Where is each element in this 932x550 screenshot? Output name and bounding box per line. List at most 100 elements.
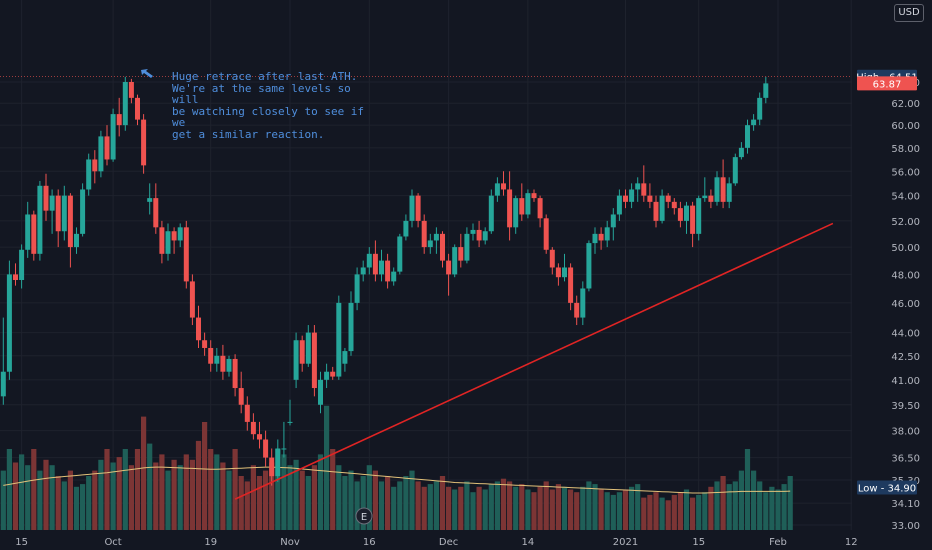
candle <box>330 366 336 380</box>
candle-body <box>13 274 18 280</box>
candle <box>311 325 317 397</box>
volume-bar <box>104 449 110 530</box>
volume-bar <box>513 486 519 530</box>
candle <box>421 214 427 254</box>
candle <box>391 267 397 286</box>
candle <box>318 371 323 414</box>
low-price-label: Low - 34.90 <box>858 484 916 495</box>
volume-bar <box>763 492 769 530</box>
candle <box>250 413 256 440</box>
volume-bar <box>409 470 415 530</box>
candle-body <box>183 227 189 282</box>
volume-bar <box>226 470 232 530</box>
candle <box>202 332 208 356</box>
candle-body <box>659 195 665 221</box>
volume-bar <box>317 454 324 530</box>
candle-body <box>635 183 641 190</box>
volume-bar <box>653 492 659 530</box>
candle-body <box>702 195 708 199</box>
candle-body <box>494 183 500 196</box>
volume-bar <box>287 465 293 530</box>
candle-body <box>555 267 561 278</box>
candle <box>220 344 226 380</box>
candle <box>580 281 586 326</box>
candle <box>598 227 604 250</box>
volume-bar <box>92 470 98 530</box>
volume-bar <box>189 459 195 530</box>
candle-body <box>360 267 366 275</box>
price-tick-label: 54.00 <box>891 192 920 203</box>
candle-body <box>507 189 513 228</box>
volume-bar <box>775 489 781 530</box>
candle <box>141 114 147 174</box>
candle-body <box>549 249 555 268</box>
currency-button[interactable]: USD <box>894 4 924 22</box>
volume-bar <box>641 497 647 530</box>
candle-body <box>415 195 421 221</box>
candle <box>196 305 201 348</box>
annotation-text: Huge retrace after last ATH. We're at th… <box>172 70 365 141</box>
candle <box>641 165 647 202</box>
volume-bar <box>561 486 568 530</box>
candle-body <box>409 195 415 221</box>
candle <box>299 335 305 372</box>
volume-bar <box>281 454 287 530</box>
volume-bar <box>543 481 549 530</box>
candle-body <box>6 274 12 372</box>
volume-bar <box>470 492 476 530</box>
price-tick-label: 50.00 <box>891 243 920 254</box>
candle <box>501 171 506 196</box>
candle-body <box>757 97 763 120</box>
candle <box>659 189 665 224</box>
candle <box>677 201 683 228</box>
price-tick-label: 56.00 <box>891 167 920 178</box>
candle <box>745 119 750 154</box>
candle <box>616 189 622 221</box>
candle-body <box>488 195 494 232</box>
candle <box>80 183 86 237</box>
time-axis[interactable]: 15 Oct 19 Nov 16 Dec 14 2021 15 Feb 12 <box>15 537 857 548</box>
volume-bar <box>378 481 385 530</box>
candle <box>49 189 55 234</box>
candle <box>433 227 439 254</box>
candle <box>476 220 482 248</box>
price-axis[interactable]: 64.0062.0060.0058.0056.0054.0052.0050.00… <box>891 78 920 532</box>
candle-body <box>427 240 433 248</box>
candle <box>342 347 348 372</box>
last-price-label: 63.87 <box>873 79 902 90</box>
price-tick-label: 48.00 <box>891 270 920 281</box>
candle-body <box>751 119 757 126</box>
volume-bar <box>12 462 19 530</box>
volume-bar <box>537 486 543 530</box>
candle-body <box>763 83 769 98</box>
volume-bar <box>580 486 586 530</box>
candle-body <box>690 205 696 234</box>
candle-body <box>31 214 37 254</box>
candle <box>427 233 433 254</box>
candle <box>440 231 445 268</box>
candle <box>360 260 366 282</box>
candle <box>574 295 580 326</box>
candle <box>122 76 128 131</box>
candle-body <box>208 347 214 364</box>
candle <box>568 263 574 311</box>
earnings-marker[interactable]: E <box>355 507 373 525</box>
candle-body <box>311 332 317 389</box>
candle <box>647 183 653 209</box>
candle <box>684 201 689 234</box>
candle <box>153 183 159 234</box>
volume-bar <box>171 459 177 530</box>
candle-body <box>726 183 732 202</box>
trendline[interactable] <box>234 222 834 500</box>
candle <box>287 399 293 426</box>
candle <box>714 171 720 206</box>
candle <box>720 159 726 209</box>
candle <box>128 78 134 104</box>
candle <box>74 227 79 254</box>
candle <box>464 227 470 264</box>
candle <box>110 108 116 162</box>
candle <box>324 363 330 389</box>
